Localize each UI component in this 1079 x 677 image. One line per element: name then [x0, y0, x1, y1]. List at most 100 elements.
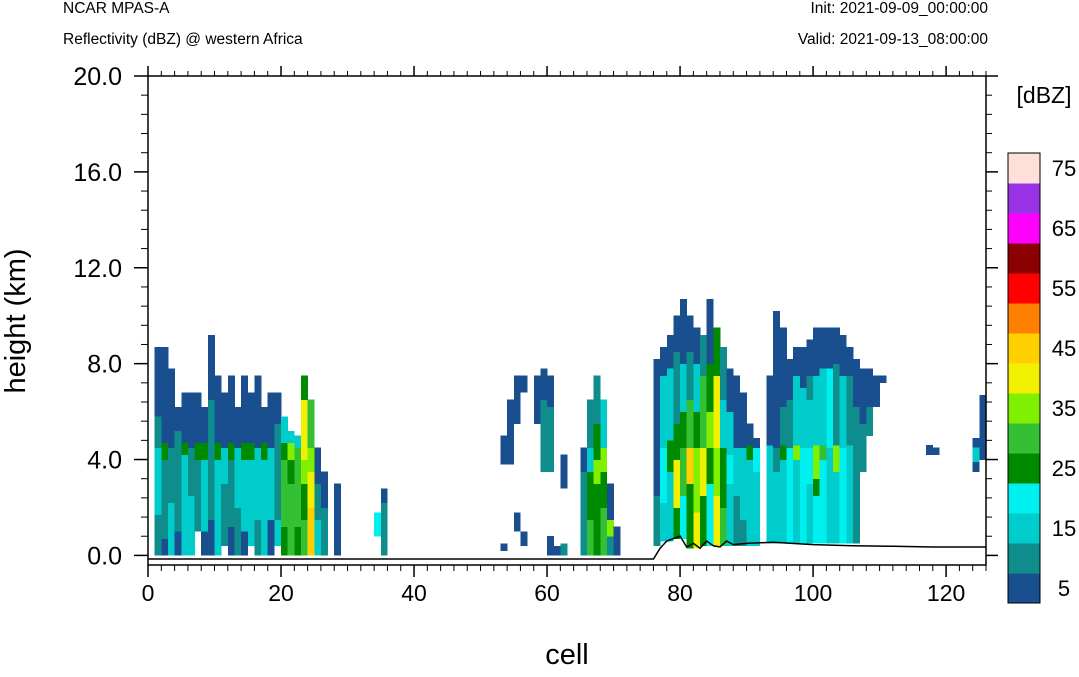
reflectivity-cell	[267, 430, 275, 440]
reflectivity-cell	[666, 507, 674, 517]
reflectivity-cell	[746, 487, 754, 496]
reflectivity-cell	[207, 410, 215, 420]
reflectivity-cell	[287, 483, 295, 489]
reflectivity-cell	[700, 503, 707, 513]
reflectivity-cell	[826, 467, 834, 477]
y-tick-label: 4.0	[87, 447, 122, 475]
reflectivity-cell	[793, 467, 801, 477]
reflectivity-cell	[154, 447, 162, 457]
reflectivity-cell	[533, 415, 541, 424]
reflectivity-cell	[726, 394, 734, 404]
reflectivity-cell	[779, 364, 787, 374]
reflectivity-cell	[826, 405, 834, 415]
reflectivity-cell	[666, 515, 674, 525]
reflectivity-cell	[693, 403, 701, 412]
reflectivity-cell	[693, 453, 701, 463]
reflectivity-cell	[826, 476, 834, 485]
reflectivity-cell	[799, 526, 807, 536]
reflectivity-cell	[680, 521, 688, 531]
reflectivity-cell	[214, 392, 222, 402]
reflectivity-cell	[859, 454, 867, 464]
reflectivity-cell	[154, 538, 162, 548]
reflectivity-cell	[247, 400, 255, 410]
reflectivity-cell	[806, 358, 814, 368]
reflectivity-cell	[693, 378, 701, 387]
reflectivity-cell	[766, 419, 774, 429]
reflectivity-cell	[686, 351, 694, 358]
reflectivity-cell	[839, 476, 847, 485]
reflectivity-cell	[254, 375, 262, 381]
reflectivity-cell	[287, 442, 295, 452]
reflectivity-cell	[593, 415, 601, 424]
reflectivity-cell	[187, 413, 195, 423]
reflectivity-cell	[673, 473, 681, 483]
reflectivity-cell	[207, 443, 215, 453]
reflectivity-cell	[686, 523, 694, 532]
reflectivity-cell	[673, 530, 681, 539]
reflectivity-cell	[154, 357, 162, 367]
reflectivity-cell	[866, 368, 874, 374]
reflectivity-cell	[833, 509, 840, 519]
reflectivity-cell	[846, 375, 854, 379]
reflectivity-cell	[753, 437, 761, 440]
reflectivity-cell	[786, 493, 794, 502]
reflectivity-cell	[600, 413, 608, 423]
reflectivity-cell	[194, 442, 202, 452]
reflectivity-cell	[859, 446, 867, 456]
reflectivity-cell	[819, 351, 827, 361]
reflectivity-cell	[846, 459, 854, 469]
reflectivity-cell	[766, 509, 774, 519]
reflectivity-cell	[274, 537, 282, 547]
reflectivity-cell	[746, 495, 754, 505]
reflectivity-cell	[281, 526, 288, 531]
reflectivity-cell	[247, 529, 255, 538]
colorbar-swatch	[1008, 333, 1040, 364]
reflectivity-cell	[726, 458, 734, 468]
reflectivity-cell	[779, 411, 787, 421]
reflectivity-cell	[207, 418, 215, 428]
reflectivity-cell	[247, 503, 255, 513]
reflectivity-cell	[281, 442, 288, 452]
reflectivity-cell	[693, 439, 701, 448]
reflectivity-cell	[593, 530, 601, 539]
reflectivity-cell	[719, 405, 727, 415]
reflectivity-cell	[793, 403, 801, 412]
reflectivity-cell	[227, 484, 235, 494]
reflectivity-cell	[307, 422, 315, 432]
reflectivity-cell	[852, 535, 860, 544]
reflectivity-cell	[374, 512, 382, 520]
reflectivity-cell	[214, 384, 222, 393]
reflectivity-cell	[686, 382, 694, 392]
reflectivity-cell	[819, 327, 827, 336]
colorbar-swatch	[1008, 423, 1040, 454]
reflectivity-cell	[879, 375, 887, 384]
reflectivity-cell	[274, 511, 282, 520]
reflectivity-cell	[779, 445, 787, 452]
reflectivity-cell	[799, 518, 807, 527]
reflectivity-cell	[673, 373, 681, 382]
reflectivity-cell	[786, 358, 794, 367]
reflectivity-cell	[793, 526, 801, 536]
reflectivity-cell	[653, 430, 661, 440]
reflectivity-cell	[274, 423, 282, 428]
reflectivity-cell	[786, 526, 794, 536]
reflectivity-cell	[520, 531, 528, 538]
reflectivity-cell	[779, 501, 787, 511]
reflectivity-cell	[686, 439, 694, 448]
reflectivity-cell	[833, 436, 840, 446]
reflectivity-cell	[254, 460, 262, 470]
reflectivity-cell	[700, 447, 707, 454]
reflectivity-cell	[214, 425, 222, 435]
reflectivity-cell	[167, 485, 175, 495]
reflectivity-cell	[819, 368, 827, 370]
reflectivity-cell	[746, 503, 754, 513]
reflectivity-cell	[593, 398, 601, 408]
reflectivity-cell	[846, 436, 854, 446]
init-time: Init: 2021-09-09_00:00:00	[810, 0, 988, 17]
reflectivity-cell	[593, 488, 601, 497]
reflectivity-cell	[806, 367, 814, 376]
reflectivity-cell	[666, 360, 674, 369]
reflectivity-cell	[813, 535, 821, 544]
reflectivity-cell	[819, 411, 827, 421]
reflectivity-cell	[773, 355, 781, 364]
